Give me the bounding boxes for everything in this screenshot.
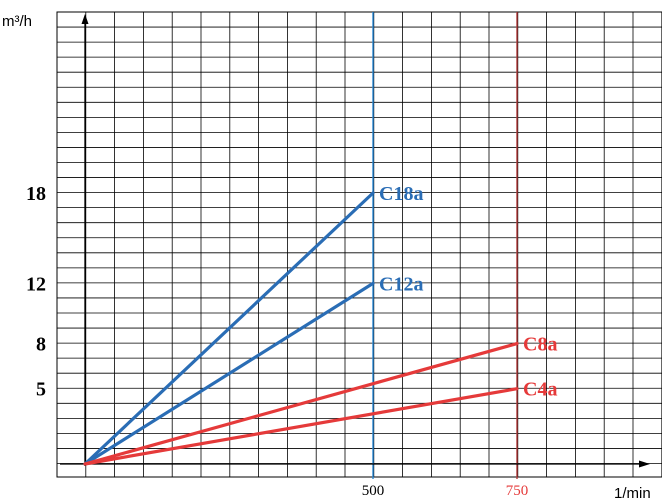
grid <box>56 11 662 478</box>
series-label-c4a: C4a <box>523 379 557 401</box>
series-line-c12a <box>83 281 375 466</box>
y-tick-label: 5 <box>36 379 46 401</box>
series-line-c4a <box>83 387 519 466</box>
y-axis-arrow <box>81 14 89 24</box>
axes <box>60 14 650 468</box>
series-label-c8a: C8a <box>523 334 557 356</box>
x-axis-unit-label: 1/min <box>614 485 651 502</box>
x-axis-arrow <box>639 460 650 468</box>
x-tick-label: 750 <box>506 483 529 499</box>
y-tick-label: 8 <box>36 334 46 356</box>
y-tick-label: 18 <box>26 183 46 205</box>
series-label-c12a: C12a <box>379 273 423 295</box>
reference-lines <box>372 12 518 479</box>
y-tick-label: 12 <box>26 273 46 295</box>
series-labels: C18a C12a C8a C4a <box>379 183 557 401</box>
y-axis-unit-label: m³/h <box>2 13 32 30</box>
series-line-c8a <box>83 341 519 466</box>
x-tick-label: 500 <box>362 483 385 499</box>
series-line-c18a <box>83 191 375 466</box>
tick-labels: 5 8 12 18 500 750 <box>26 183 528 499</box>
grid-border <box>56 11 662 478</box>
series-label-c18a: C18a <box>379 183 423 205</box>
series-lines <box>83 191 519 466</box>
